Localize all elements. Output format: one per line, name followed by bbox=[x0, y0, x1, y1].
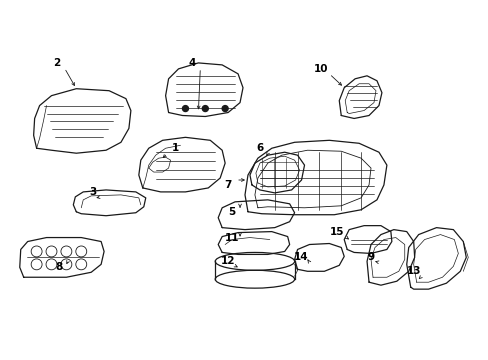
Text: 6: 6 bbox=[256, 143, 263, 153]
Circle shape bbox=[202, 105, 208, 112]
Text: 13: 13 bbox=[406, 266, 420, 276]
Text: 4: 4 bbox=[188, 58, 196, 68]
Text: 3: 3 bbox=[89, 187, 97, 197]
Text: 1: 1 bbox=[172, 143, 179, 153]
Text: 15: 15 bbox=[329, 226, 344, 237]
Text: 14: 14 bbox=[294, 252, 308, 262]
Text: 11: 11 bbox=[224, 233, 239, 243]
Text: 12: 12 bbox=[221, 256, 235, 266]
Circle shape bbox=[222, 105, 228, 112]
Circle shape bbox=[182, 105, 188, 112]
Text: 5: 5 bbox=[228, 207, 235, 217]
Text: 10: 10 bbox=[313, 64, 328, 74]
Text: 2: 2 bbox=[53, 58, 60, 68]
Text: 9: 9 bbox=[366, 252, 374, 262]
Text: 8: 8 bbox=[56, 262, 63, 272]
Text: 7: 7 bbox=[224, 180, 231, 190]
